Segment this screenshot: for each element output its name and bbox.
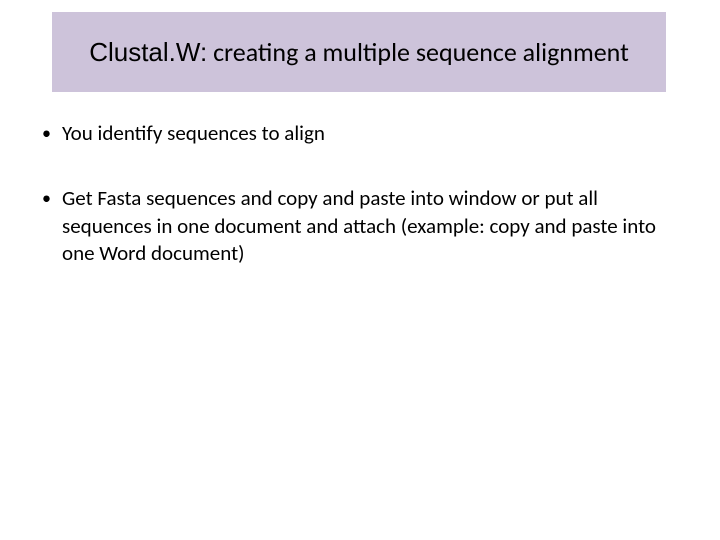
bullet-item: • You identify sequences to align — [38, 120, 682, 147]
bullet-marker: • — [38, 185, 62, 211]
bullet-item: • Get Fasta sequences and copy and paste… — [38, 185, 682, 267]
slide-title: Clustal.W: creating a multiple sequence … — [89, 36, 629, 69]
title-box: Clustal.W: creating a multiple sequence … — [52, 12, 666, 92]
slide: Clustal.W: creating a multiple sequence … — [0, 0, 720, 540]
bullet-text: You identify sequences to align — [62, 120, 682, 147]
title-prefix: Clustal.W: — [89, 37, 207, 67]
bullet-marker: • — [38, 120, 62, 146]
bullet-text: Get Fasta sequences and copy and paste i… — [62, 185, 682, 267]
title-rest: creating a multiple sequence alignment — [207, 36, 629, 68]
body-area: • You identify sequences to align • Get … — [38, 120, 682, 305]
